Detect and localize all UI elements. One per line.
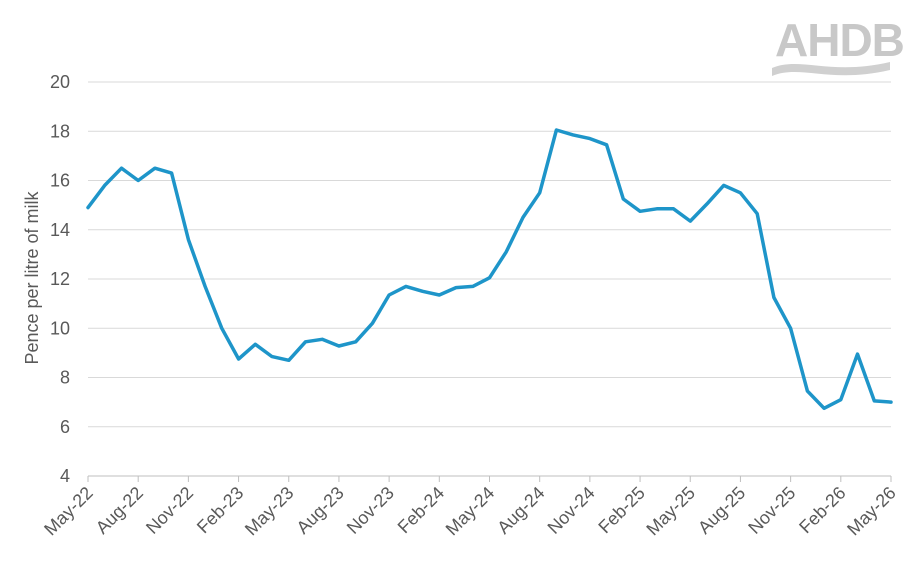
x-tick-label: Aug-23 bbox=[293, 483, 348, 538]
y-tick-label: 18 bbox=[50, 121, 70, 141]
x-tick-label: Aug-22 bbox=[92, 483, 147, 538]
series bbox=[86, 128, 893, 411]
x-tick-label: May-26 bbox=[843, 483, 900, 540]
y-tick-labels: 4 6 8 10 12 14 16 18 20 bbox=[50, 72, 70, 486]
logo-text: AHDB bbox=[775, 14, 904, 66]
x-tick-label: Aug-25 bbox=[694, 483, 749, 538]
x-tick-label: Feb-24 bbox=[394, 483, 448, 537]
x-tick-label: Feb-23 bbox=[193, 483, 247, 537]
x-tick-labels: May-22Aug-22Nov-22Feb-23May-23Aug-23Nov-… bbox=[40, 483, 900, 540]
x-tick-label: Aug-24 bbox=[493, 483, 548, 538]
logo-wave bbox=[772, 62, 890, 76]
gridlines bbox=[88, 81, 891, 428]
y-tick-label: 4 bbox=[60, 466, 70, 486]
x-tick-label: Nov-22 bbox=[142, 483, 197, 538]
x-tick-label: Feb-26 bbox=[795, 483, 849, 537]
y-tick-label: 12 bbox=[50, 269, 70, 289]
x-tick-label: Feb-25 bbox=[594, 483, 648, 537]
x-tick-label: Nov-24 bbox=[544, 483, 599, 538]
x-tick-label: May-24 bbox=[442, 483, 499, 540]
x-tick-label: Nov-25 bbox=[744, 483, 799, 538]
ahdb-logo: AHDB bbox=[772, 14, 905, 76]
axes bbox=[87, 475, 892, 482]
y-tick-label: 14 bbox=[50, 220, 70, 240]
y-tick-label: 16 bbox=[50, 171, 70, 191]
y-tick-label: 6 bbox=[60, 417, 70, 437]
x-tick-label: May-25 bbox=[642, 483, 699, 540]
y-tick-label: 20 bbox=[50, 72, 70, 92]
x-tick-label: Nov-23 bbox=[343, 483, 398, 538]
y-axis-title: Pence per litre of milk bbox=[22, 190, 42, 364]
x-tick-label: May-23 bbox=[241, 483, 298, 540]
series-line bbox=[86, 128, 893, 411]
y-tick-label: 8 bbox=[60, 368, 70, 388]
x-tick-label: May-22 bbox=[40, 483, 97, 540]
y-tick-label: 10 bbox=[50, 318, 70, 338]
